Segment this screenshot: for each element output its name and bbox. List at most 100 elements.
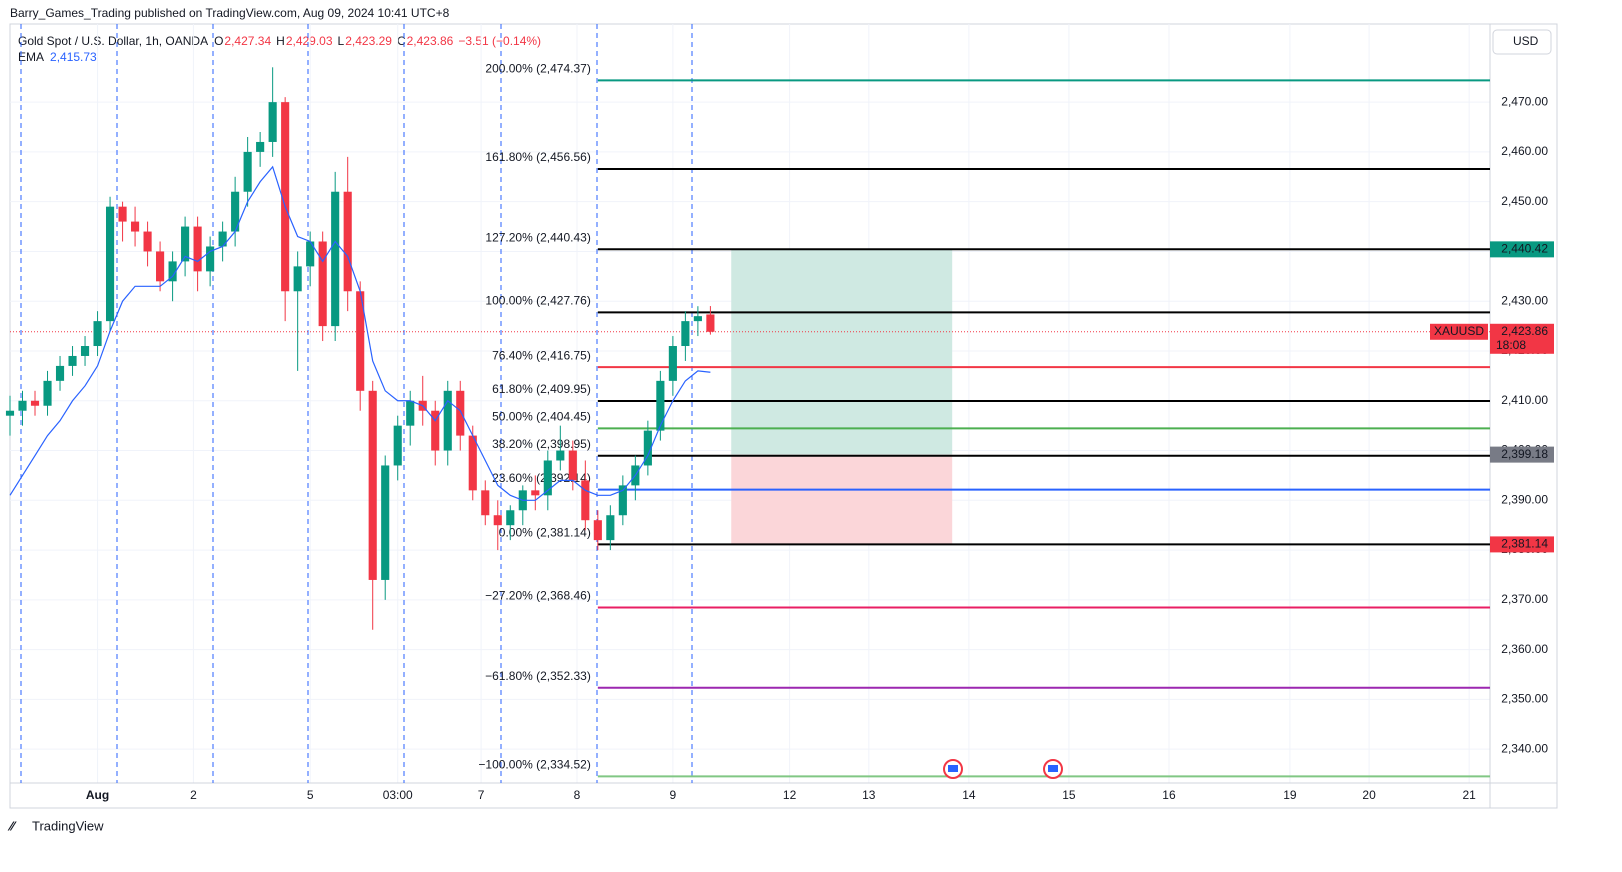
candle-body xyxy=(168,261,177,282)
candle-body xyxy=(218,231,227,247)
fib-label: 161.80% (2,456.56) xyxy=(485,150,590,164)
candle-body xyxy=(343,191,352,292)
y-tick-label: 2,430.00 xyxy=(1501,293,1548,307)
candle-body xyxy=(443,390,452,451)
candle-body xyxy=(593,520,602,541)
y-tick-label: 2,370.00 xyxy=(1501,592,1548,606)
candle-body xyxy=(43,380,52,406)
fib-label: −27.20% (2,368.46) xyxy=(485,589,591,603)
x-tick-label: 21 xyxy=(1462,788,1476,802)
candle-body xyxy=(693,316,702,322)
ohlc-key: O xyxy=(214,34,223,48)
ema-line xyxy=(9,165,711,501)
candle-body xyxy=(80,346,90,356)
countdown: 18:08 xyxy=(1496,338,1526,352)
candle-body xyxy=(581,480,590,521)
indicator-value: 2,415.73 xyxy=(50,50,97,64)
event-flag xyxy=(1048,765,1058,772)
y-tick-label: 2,470.00 xyxy=(1501,94,1548,108)
candle-body xyxy=(381,465,390,580)
ohlc-key: C xyxy=(397,34,406,48)
candle-body xyxy=(556,450,565,461)
legend: Gold Spot / U.S. Dollar, 1h, OANDA O2,427… xyxy=(18,34,541,64)
candle-body xyxy=(268,102,277,142)
candle-body xyxy=(18,400,27,411)
y-tick-label: 2,340.00 xyxy=(1501,741,1548,755)
candle-body xyxy=(243,151,252,192)
currency-label[interactable]: USD xyxy=(1513,34,1539,48)
x-tick-label: 8 xyxy=(574,788,581,802)
candle-body xyxy=(543,460,552,496)
candle-body xyxy=(68,355,77,366)
candle-body xyxy=(131,221,140,232)
candle-body xyxy=(468,435,477,491)
candle-body xyxy=(493,515,502,526)
candle-body xyxy=(181,226,190,262)
price-badge xyxy=(1490,241,1554,258)
candle-body xyxy=(30,400,40,406)
candle-body xyxy=(105,206,115,322)
candle-body xyxy=(231,191,240,232)
candle-body xyxy=(568,450,577,481)
ohlc-value: 2,429.03 xyxy=(286,34,333,48)
publisher-line: Barry_Games_Trading published on Trading… xyxy=(10,6,450,20)
candle-body xyxy=(281,102,290,292)
symbol-label: XAUUSD xyxy=(1434,324,1484,338)
y-tick-label: 2,450.00 xyxy=(1501,194,1548,208)
x-tick-label: 5 xyxy=(307,788,314,802)
event-flag xyxy=(948,765,958,772)
x-tick-label: 20 xyxy=(1362,788,1376,802)
fib-label: 38.20% (2,398.95) xyxy=(492,437,591,451)
candle-body xyxy=(506,510,515,526)
candle-body xyxy=(456,390,465,436)
currency-button[interactable] xyxy=(1492,29,1552,55)
fib-label: 61.80% (2,409.95) xyxy=(492,382,591,396)
candle-body xyxy=(256,141,265,152)
candle-body xyxy=(531,490,540,496)
x-tick-label: 7 xyxy=(478,788,485,802)
indicator-line: EMA 2,415.73 xyxy=(18,50,97,64)
branding: TradingView xyxy=(32,818,104,833)
candle-body xyxy=(5,410,15,416)
y-tick-label: 2,350.00 xyxy=(1501,692,1548,706)
price-badge xyxy=(1490,536,1554,553)
candle-body xyxy=(93,321,102,347)
candle-body xyxy=(643,430,652,466)
candle-body xyxy=(406,400,415,426)
logo-mark: ⁄⁄ xyxy=(7,818,17,833)
candle-body xyxy=(206,246,215,272)
candle-body xyxy=(193,226,202,272)
change: −3.51 (−0.14%) xyxy=(458,34,541,48)
x-tick-label: 15 xyxy=(1062,788,1076,802)
target-zone xyxy=(731,249,953,455)
candle-body xyxy=(706,314,715,332)
ohlc-value: 2,423.29 xyxy=(345,34,392,48)
candle-body xyxy=(331,191,340,327)
candle-body xyxy=(681,321,690,347)
symbol-badge xyxy=(1430,323,1488,340)
y-tick-label: 2,410.00 xyxy=(1501,393,1548,407)
ohlc-key: H xyxy=(276,34,285,48)
x-tick-label: 13 xyxy=(862,788,876,802)
legend-line: Gold Spot / U.S. Dollar, 1h, OANDA O2,427… xyxy=(18,34,541,48)
symbol: Gold Spot / U.S. Dollar, 1h, OANDA xyxy=(18,34,208,48)
candle-body xyxy=(293,266,302,292)
candle-body xyxy=(668,346,677,381)
price-badge-label: 2,440.42 xyxy=(1501,242,1548,256)
candle-body xyxy=(143,231,152,252)
candle-body xyxy=(618,485,627,516)
fib-label: 0.00% (2,381.14) xyxy=(499,526,591,540)
price-badge xyxy=(1490,323,1554,354)
fib-label: 200.00% (2,474.37) xyxy=(485,62,590,76)
candle-body xyxy=(118,206,127,222)
price-badge-label: 2,423.86 xyxy=(1501,324,1548,338)
x-tick-label: 19 xyxy=(1283,788,1297,802)
fib-label: 50.00% (2,404.45) xyxy=(492,410,591,424)
price-badge-label: 2,381.14 xyxy=(1501,537,1548,551)
stop-zone xyxy=(731,454,953,545)
x-tick-label: Aug xyxy=(86,788,109,802)
ohlc-value: 2,427.34 xyxy=(224,34,271,48)
fib-label: 76.40% (2,416.75) xyxy=(492,348,591,362)
candle-body xyxy=(606,515,615,541)
